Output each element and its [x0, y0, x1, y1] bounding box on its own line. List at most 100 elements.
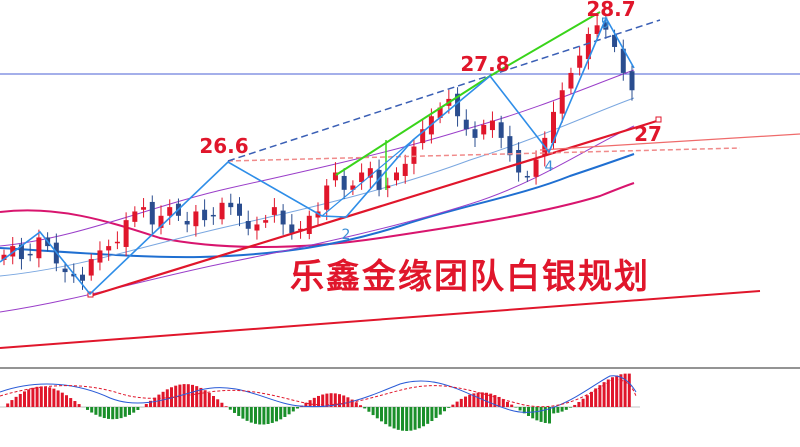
macd-bar: [144, 403, 148, 407]
macd-bar: [296, 407, 299, 409]
candle-body: [271, 207, 277, 215]
candle-body: [341, 175, 347, 190]
macd-bar: [548, 407, 551, 424]
macd-bar: [312, 397, 316, 407]
macd-bar: [35, 386, 39, 407]
macd-bar: [569, 407, 572, 408]
macd-bar: [77, 404, 81, 407]
support-trend-line: [89, 118, 661, 298]
macd-bar: [195, 386, 199, 407]
candle-body: [62, 268, 68, 273]
macd-bar: [27, 389, 31, 407]
macd-bar: [56, 390, 60, 407]
candle-body: [463, 119, 469, 130]
macd-bar: [86, 407, 89, 410]
lower-trend-line: [0, 290, 761, 349]
candle-body: [367, 168, 373, 178]
macd-bar: [438, 407, 442, 415]
macd-bar: [111, 407, 115, 420]
candle-body: [167, 207, 173, 216]
candle-body: [132, 211, 138, 222]
candle-body: [472, 129, 478, 138]
macd-bar: [98, 407, 102, 417]
candle-body: [219, 202, 225, 220]
macd-bar: [321, 394, 325, 407]
candle-body: [324, 185, 330, 210]
macd-bar: [590, 391, 593, 407]
price-label-26-6: 26.6: [199, 134, 248, 158]
macd-bar: [191, 384, 194, 407]
macd-bar: [384, 407, 388, 425]
candle-body: [202, 209, 208, 221]
macd-bar: [245, 407, 249, 421]
macd-bar: [476, 392, 480, 407]
macd-bar: [422, 407, 425, 427]
macd-bar: [333, 393, 337, 407]
macd-bar: [518, 407, 522, 411]
candle-body: [158, 215, 164, 228]
candle-body: [507, 136, 513, 156]
macd-bar: [417, 407, 421, 429]
macd-bar: [497, 396, 501, 407]
macd-bar: [65, 395, 68, 407]
macd-bar: [228, 407, 232, 410]
candle-body: [577, 55, 583, 68]
macd-bar: [409, 407, 413, 431]
macd-bar: [212, 395, 215, 407]
macd-bar: [270, 407, 274, 423]
candle-body: [36, 237, 42, 259]
macd-bar: [485, 392, 488, 407]
candle-body: [106, 246, 112, 251]
macd-bar: [380, 407, 383, 422]
macd-bar: [560, 407, 564, 412]
macd-bar: [291, 407, 295, 412]
wave-label-5: 5: [601, 16, 610, 32]
candle-body: [1, 254, 7, 260]
macd-bar: [119, 407, 123, 419]
macd-bar: [73, 401, 77, 407]
candle-body: [455, 93, 461, 117]
macd-bar: [615, 375, 619, 407]
candle-body: [123, 220, 129, 247]
macd-bar: [128, 407, 131, 415]
macd-bar: [401, 407, 404, 431]
wave-label-4: 4: [545, 159, 554, 175]
neckline-dashed: [227, 147, 741, 162]
macd-bar: [153, 397, 157, 407]
macd-bar: [443, 407, 446, 412]
macd-bar: [354, 402, 358, 407]
candle-body: [411, 146, 417, 164]
candle-body: [184, 220, 190, 225]
macd-bar: [371, 407, 375, 416]
macd-bar: [375, 407, 379, 419]
macd-bar: [396, 407, 400, 430]
target-line-2: [489, 11, 601, 77]
macd-bar: [308, 400, 312, 407]
macd-bar: [413, 407, 417, 430]
macd-bar: [52, 388, 56, 407]
macd-bar: [342, 395, 346, 407]
candle-body: [141, 207, 147, 210]
candle-body: [306, 215, 312, 234]
macd-bar: [170, 387, 173, 407]
macd-bar: [132, 407, 136, 413]
candle-body: [97, 250, 103, 263]
candle-body: [88, 259, 94, 276]
candle-body: [524, 175, 530, 178]
wave-label-2: 2: [342, 227, 351, 243]
macd-bar: [136, 407, 140, 410]
macd-bar: [220, 402, 224, 407]
macd-bar: [493, 395, 497, 407]
macd-bar: [241, 407, 245, 419]
macd-bar: [18, 393, 22, 407]
macd-bar: [472, 393, 476, 407]
macd-bar: [573, 404, 577, 407]
macd-bar: [39, 386, 43, 407]
candle-body: [498, 122, 504, 138]
macd-bar: [44, 386, 47, 407]
candle-body: [245, 220, 251, 229]
macd-bar: [275, 407, 278, 422]
macd-bar: [224, 406, 228, 407]
macd-bar: [102, 407, 106, 419]
